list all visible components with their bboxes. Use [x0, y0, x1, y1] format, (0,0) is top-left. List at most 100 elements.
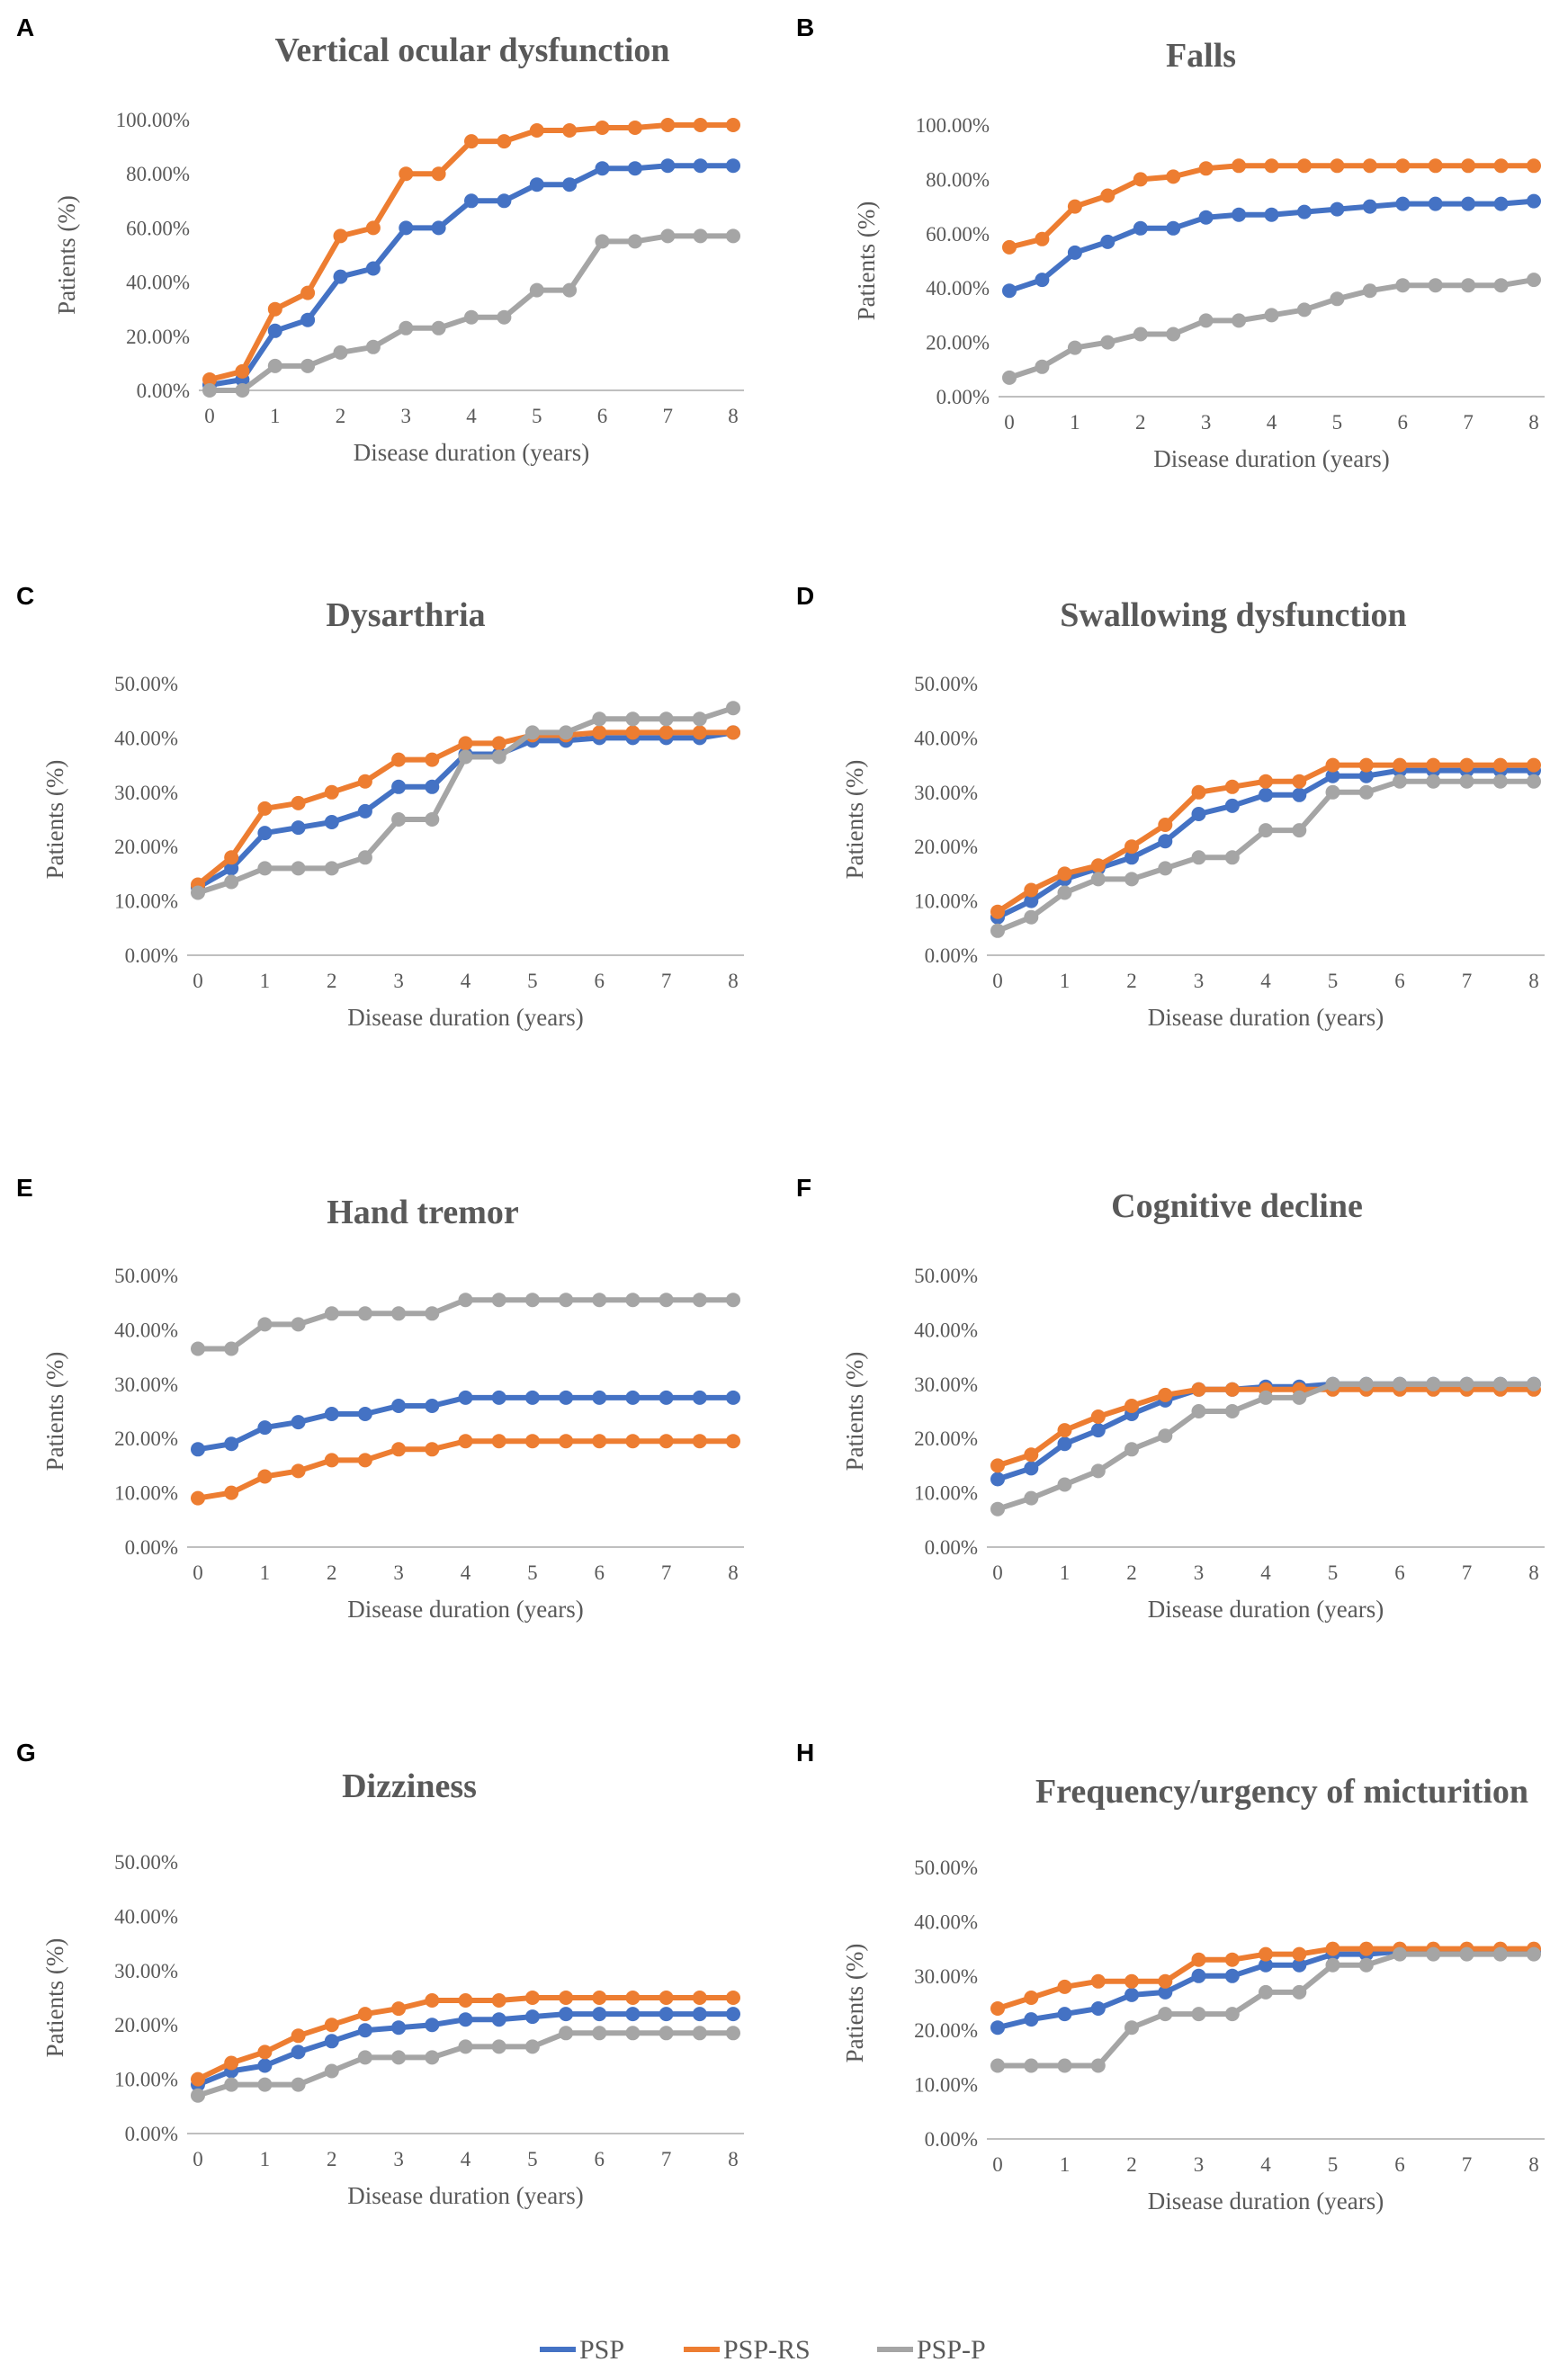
- y-tick-label: 20.00%: [914, 2019, 978, 2042]
- x-tick-label: 3: [393, 2148, 404, 2170]
- x-tick-label: 7: [1462, 2153, 1473, 2176]
- legend-item-psp-p: PSP-P: [877, 2335, 986, 2365]
- data-point: [224, 861, 239, 876]
- data-point: [659, 1434, 674, 1449]
- data-point: [1358, 1957, 1374, 1973]
- data-point: [1090, 1409, 1106, 1424]
- x-tick-label: 3: [1201, 411, 1212, 434]
- x-tick-label: 1: [260, 2148, 271, 2170]
- data-point: [464, 134, 479, 149]
- data-point: [1224, 850, 1240, 865]
- data-point: [357, 803, 372, 819]
- data-point: [1459, 1376, 1474, 1391]
- data-point: [595, 234, 610, 249]
- x-tick-label: 1: [1070, 411, 1080, 434]
- data-point: [1024, 909, 1039, 925]
- y-tick-label: 10.00%: [914, 1482, 978, 1505]
- data-point: [191, 1442, 205, 1457]
- data-point: [1232, 207, 1247, 222]
- data-point: [257, 2077, 273, 2092]
- data-point: [458, 2039, 473, 2054]
- data-point: [235, 363, 250, 379]
- data-point: [1158, 2007, 1173, 2022]
- data-point: [224, 1436, 239, 1452]
- data-point: [458, 2012, 473, 2027]
- data-point: [224, 850, 239, 865]
- chart-title: Hand tremor: [327, 1194, 519, 1231]
- legend: PSP PSP-RS PSP-P: [540, 2335, 986, 2365]
- data-point: [391, 2050, 407, 2065]
- data-point: [1292, 823, 1307, 838]
- data-point: [1493, 158, 1509, 174]
- data-point: [257, 826, 273, 841]
- series-line-psp-rs: [195, 1995, 736, 2082]
- data-point: [324, 1407, 339, 1421]
- data-point: [1057, 885, 1072, 900]
- data-point: [990, 2020, 1005, 2036]
- data-point: [497, 309, 512, 325]
- x-tick-label: 2: [327, 2148, 337, 2170]
- data-point: [1527, 273, 1541, 288]
- data-point: [1166, 327, 1181, 342]
- x-axis-label: Disease duration (years): [1148, 1596, 1384, 1623]
- x-tick-label: 6: [595, 1561, 605, 1584]
- data-point: [595, 121, 610, 135]
- data-point: [659, 2026, 674, 2041]
- data-point: [625, 1434, 641, 1449]
- y-tick-label: 20.00%: [114, 2014, 178, 2036]
- data-point: [1492, 1376, 1508, 1391]
- data-point: [1259, 823, 1273, 838]
- data-point: [1198, 313, 1214, 328]
- data-point: [257, 2044, 273, 2060]
- data-point: [291, 861, 306, 876]
- data-point: [399, 166, 414, 182]
- data-point: [1527, 193, 1541, 209]
- x-tick-label: 0: [193, 2148, 203, 2170]
- x-axis-label: Disease duration (years): [347, 2182, 583, 2209]
- data-point: [399, 320, 414, 336]
- data-point: [431, 166, 446, 182]
- series-psp-p: [990, 1946, 1541, 2073]
- data-point: [357, 1407, 372, 1421]
- data-point: [391, 2020, 407, 2036]
- y-tick-label: 50.00%: [114, 1265, 178, 1287]
- x-tick-label: 2: [327, 970, 337, 992]
- y-tick-label: 30.00%: [114, 782, 178, 804]
- data-point: [524, 2039, 540, 2054]
- data-point: [692, 725, 707, 740]
- data-point: [1296, 158, 1312, 174]
- data-point: [191, 2071, 205, 2087]
- y-tick-label: 20.00%: [914, 836, 978, 858]
- y-tick-label: 0.00%: [125, 2123, 178, 2145]
- data-point: [559, 1390, 574, 1405]
- y-tick-label: 40.00%: [926, 277, 990, 300]
- data-point: [1426, 1376, 1441, 1391]
- data-point: [659, 2007, 674, 2022]
- y-tick-label: 50.00%: [914, 1857, 978, 1879]
- data-point: [1527, 1946, 1541, 1962]
- y-tick-label: 40.00%: [914, 1319, 978, 1341]
- y-axis-label: Patients (%): [41, 1352, 68, 1472]
- data-point: [391, 1442, 407, 1457]
- data-point: [399, 220, 414, 236]
- data-point: [627, 161, 642, 176]
- data-point: [291, 820, 306, 836]
- x-tick-label: 1: [260, 1561, 271, 1584]
- series-psp: [202, 158, 740, 392]
- x-tick-label: 5: [527, 2148, 538, 2170]
- data-point: [357, 774, 372, 789]
- data-point: [425, 812, 440, 827]
- data-point: [1325, 1941, 1340, 1956]
- data-point: [1158, 1428, 1173, 1444]
- data-point: [300, 285, 316, 300]
- panel-letter: G: [16, 1739, 36, 1767]
- data-point: [1035, 359, 1050, 374]
- x-tick-label: 2: [1126, 2153, 1137, 2176]
- data-point: [291, 2077, 306, 2092]
- data-point: [990, 1458, 1005, 1473]
- data-point: [491, 1993, 506, 2008]
- legend-item-psp-rs: PSP-RS: [684, 2335, 811, 2365]
- x-tick-label: 4: [461, 2148, 471, 2170]
- y-tick-label: 60.00%: [926, 223, 990, 246]
- data-point: [726, 1390, 740, 1405]
